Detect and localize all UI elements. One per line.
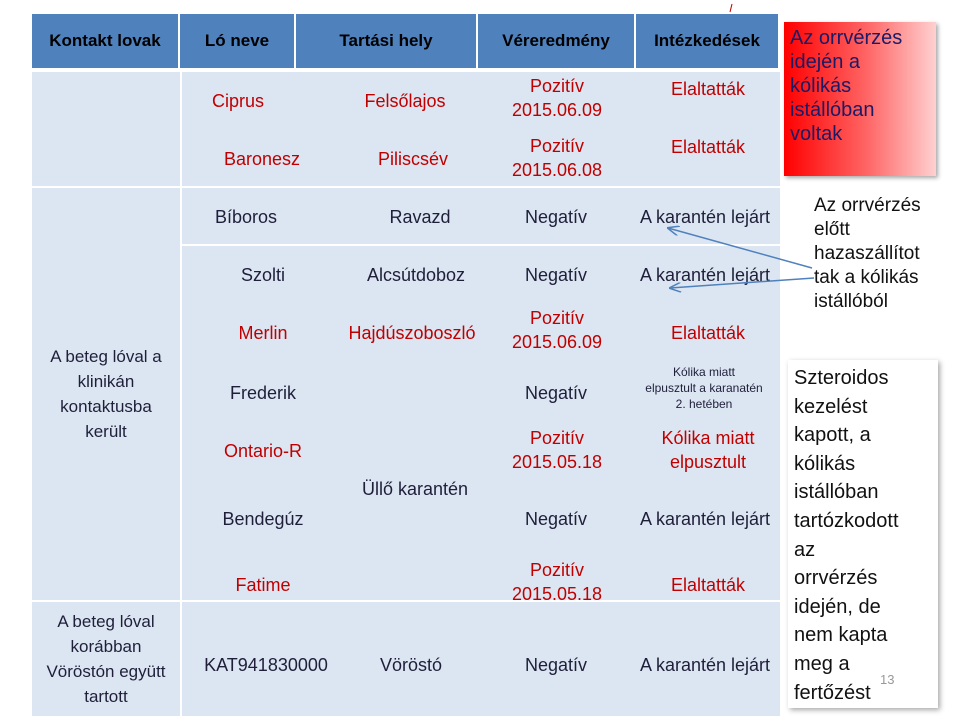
cell-result-szolti: Negatív: [524, 265, 588, 285]
group-vorosto: A beteg lóval korábban Vöröstón együtt t…: [32, 602, 180, 716]
arrow-to-szolti: [670, 277, 815, 288]
cell-result-kat: Negatív: [524, 655, 588, 675]
cell-place-kat: Vöröstó: [379, 655, 443, 675]
cell-result-merlin: Pozitív 2015.06.09: [511, 308, 603, 352]
cell-name-biboros: Bíboros: [214, 207, 278, 227]
header-actions: Intézkedések: [636, 14, 780, 70]
arrow-to-biboros: [668, 228, 813, 269]
group-clinic-contact: A beteg lóval a klinikán kontaktusba ker…: [32, 188, 180, 600]
cell-name-bendeguz: Bendegúz: [222, 509, 304, 529]
note-steroid-treatment: Szteroidos kezelést kapott, a kólikás is…: [788, 360, 938, 708]
cell-name-ontario: Ontario-R: [223, 441, 303, 461]
cell-place-ciprus: Felsőlajos: [364, 91, 446, 111]
cell-result-ciprus: Pozitív 2015.06.09: [511, 76, 603, 120]
cell-name-szolti: Szolti: [240, 265, 285, 285]
cell-action-frederik: Kólika miatt elpusztult a karanatén 2. h…: [645, 365, 763, 411]
cell-name-frederik: Frederik: [229, 383, 296, 403]
cell-action-biboros: A karantén lejárt: [639, 207, 771, 227]
header-blood-result: Véreredmény: [478, 14, 636, 70]
cell-place-baronesz: Piliscsév: [377, 149, 448, 169]
cell-action-ontario: Kólika miatt elpusztult: [661, 428, 755, 472]
cell-result-bendeguz: Negatív: [524, 509, 588, 529]
cell-name-baronesz: Baronesz: [223, 149, 301, 169]
cell-action-merlin: Elaltatták: [670, 323, 746, 343]
row-bg-1: [182, 72, 780, 186]
cell-name-fatime: Fatime: [235, 575, 291, 595]
note-before-bleeding: Az orrvérzés előtt hazaszállítot tak a k…: [814, 195, 921, 312]
cell-action-szolti: A karantén lejárt: [639, 265, 771, 285]
row-bg-3: [182, 246, 780, 600]
cell-action-baronesz: Elaltatták: [670, 137, 746, 157]
group-empty-top: [32, 72, 180, 186]
cell-name-ciprus: Ciprus: [211, 91, 264, 111]
cell-name-kat: KAT941830000: [204, 655, 328, 675]
note-bleeding-box: Az orrvérzés idején a kólikás istállóban…: [784, 22, 936, 176]
cell-action-kat: A karantén lejárt: [639, 655, 771, 675]
cell-result-frederik: Negatív: [524, 383, 588, 403]
cell-result-baronesz: Pozitív 2015.06.08: [511, 136, 603, 180]
decor-mark: [729, 3, 733, 13]
row-bg-2: [182, 188, 780, 244]
cell-action-bendeguz: A karantén lejárt: [639, 509, 771, 529]
row-bg-4: [182, 602, 780, 716]
header-contact-horses: Kontakt lovak: [32, 14, 180, 70]
header-horse-name: Ló neve: [180, 14, 296, 70]
cell-name-merlin: Merlin: [238, 323, 288, 343]
cell-result-fatime: Pozitív 2015.05.18: [511, 560, 603, 604]
cell-result-biboros: Negatív: [524, 207, 588, 227]
cell-place-biboros: Ravazd: [389, 207, 451, 227]
cell-result-ontario: Pozitív 2015.05.18: [511, 428, 603, 472]
cell-action-ciprus: Elaltatták: [670, 79, 746, 99]
cell-place-szolti: Alcsútdoboz: [366, 265, 466, 285]
header-keeping-place: Tartási hely: [296, 14, 478, 70]
cell-place-ullo: Üllő karantén: [361, 479, 469, 499]
cell-action-fatime: Elaltatták: [670, 575, 746, 595]
page-number: 13: [880, 672, 895, 687]
cell-place-merlin: Hajdúszoboszló: [348, 323, 476, 343]
